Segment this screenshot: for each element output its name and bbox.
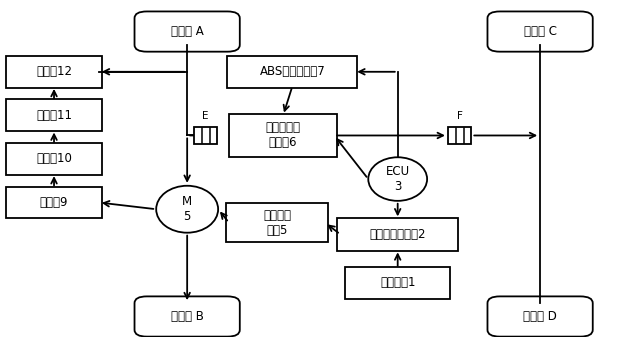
FancyBboxPatch shape (488, 11, 593, 52)
Text: 刹车信号传感器2: 刹车信号传感器2 (369, 228, 426, 241)
Text: ECU
3: ECU 3 (386, 165, 410, 193)
Bar (194, 127, 218, 144)
FancyBboxPatch shape (226, 203, 328, 242)
FancyBboxPatch shape (228, 56, 358, 88)
Text: 滤波器10: 滤波器10 (36, 152, 72, 165)
Text: 蓄电池12: 蓄电池12 (36, 65, 72, 78)
FancyBboxPatch shape (6, 99, 102, 131)
Ellipse shape (368, 157, 427, 201)
Text: 驱动轮 A: 驱动轮 A (171, 25, 203, 38)
Text: M
5: M 5 (182, 195, 192, 223)
FancyBboxPatch shape (337, 218, 458, 251)
Text: 整流器9: 整流器9 (40, 196, 68, 209)
FancyBboxPatch shape (488, 296, 593, 337)
Text: 电机控制
电路5: 电机控制 电路5 (263, 209, 291, 237)
FancyBboxPatch shape (6, 187, 102, 218)
Text: 从动轮 D: 从动轮 D (523, 310, 557, 323)
FancyBboxPatch shape (229, 114, 337, 157)
Ellipse shape (156, 186, 218, 233)
Text: 电位计11: 电位计11 (36, 109, 72, 122)
Bar (448, 127, 471, 144)
FancyBboxPatch shape (134, 11, 240, 52)
FancyBboxPatch shape (6, 56, 102, 88)
FancyBboxPatch shape (6, 143, 102, 175)
FancyBboxPatch shape (134, 296, 240, 337)
Text: 从动轮 C: 从动轮 C (524, 25, 557, 38)
Text: ABS滑模控制器7: ABS滑模控制器7 (259, 65, 325, 78)
Text: 制动踏板1: 制动踏板1 (380, 276, 415, 289)
Text: 驱动轮 B: 驱动轮 B (170, 310, 203, 323)
Text: F: F (457, 111, 463, 121)
Text: E: E (203, 111, 209, 121)
Text: 液压制动控
制电路6: 液压制动控 制电路6 (266, 121, 300, 149)
FancyBboxPatch shape (345, 267, 450, 299)
